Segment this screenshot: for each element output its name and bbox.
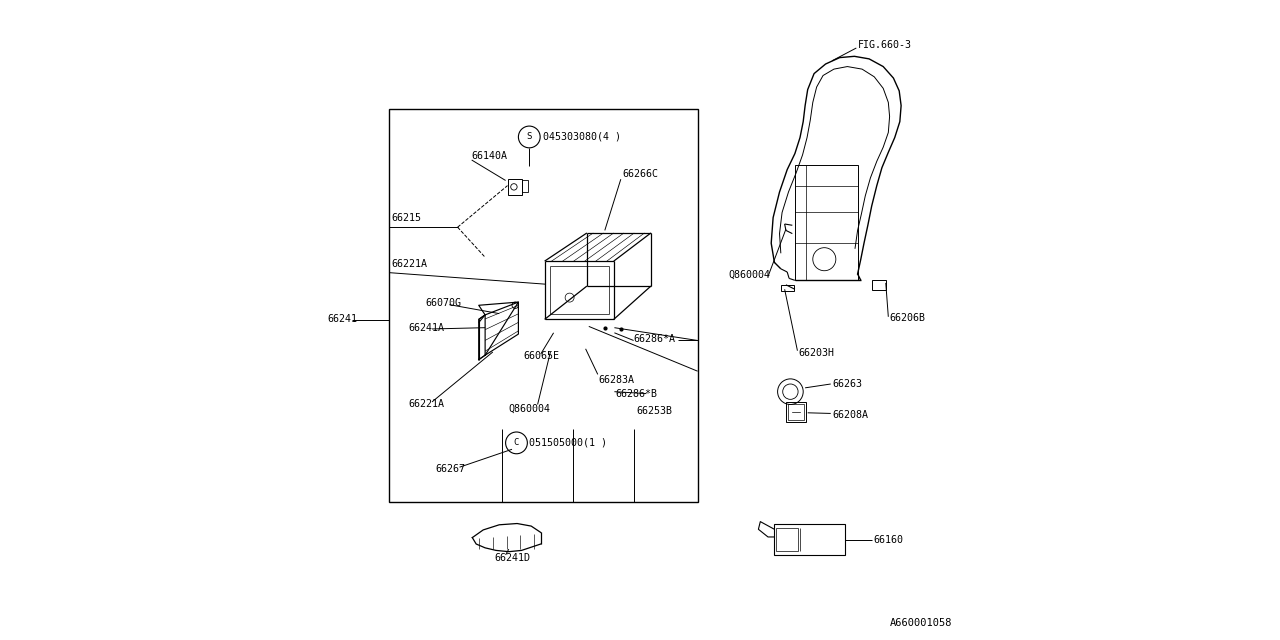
Text: 66065E: 66065E [524,351,559,362]
Text: 66203H: 66203H [799,348,835,358]
Text: 66070G: 66070G [425,298,462,308]
Bar [787,404,804,420]
Text: Q860004: Q860004 [508,403,550,413]
Text: 66140A: 66140A [472,150,508,161]
Bar [872,280,886,290]
Text: 66253B: 66253B [637,406,673,416]
Text: 66160: 66160 [874,534,904,545]
Text: 66215: 66215 [392,212,421,223]
Text: 66286*A: 66286*A [634,334,676,344]
Bar [522,180,529,192]
Bar [389,109,698,502]
Text: 66267: 66267 [435,464,465,474]
Bar [781,285,794,291]
Text: 66206B: 66206B [890,313,925,323]
Text: 66263: 66263 [832,379,861,389]
Text: A660001058: A660001058 [890,618,952,628]
Text: 66241A: 66241A [408,323,444,333]
Bar [786,402,806,422]
Text: FIG.660-3: FIG.660-3 [858,40,911,50]
Text: 66283A: 66283A [599,375,635,385]
Text: 66241D: 66241D [494,553,530,563]
Text: 051505000(1 ): 051505000(1 ) [530,438,607,448]
Text: 66286*B: 66286*B [616,388,658,399]
Text: Q860004: Q860004 [728,270,771,280]
Text: 66221A: 66221A [408,399,444,410]
Bar [776,528,799,551]
Text: 66221A: 66221A [392,259,428,269]
Text: C: C [513,438,520,447]
Bar [507,179,522,195]
Text: 045303080(4 ): 045303080(4 ) [544,132,621,142]
Text: 66266C: 66266C [622,169,658,179]
Text: 66208A: 66208A [832,410,868,420]
Text: 66241: 66241 [328,314,357,324]
Text: S: S [526,132,532,141]
Bar [795,165,858,280]
Bar [774,524,845,555]
